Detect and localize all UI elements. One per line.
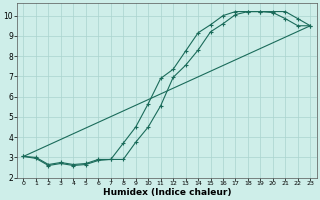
X-axis label: Humidex (Indice chaleur): Humidex (Indice chaleur) xyxy=(103,188,231,197)
